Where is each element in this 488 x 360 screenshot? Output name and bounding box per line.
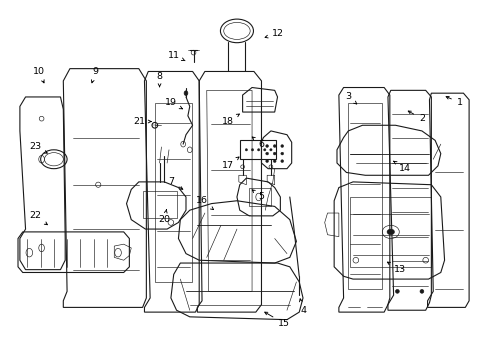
- Text: 17: 17: [221, 157, 239, 170]
- Ellipse shape: [257, 149, 259, 151]
- Text: 1: 1: [445, 96, 462, 107]
- Ellipse shape: [386, 229, 394, 235]
- Text: 16: 16: [196, 196, 213, 210]
- Text: 5: 5: [252, 190, 264, 202]
- Text: 22: 22: [29, 211, 47, 225]
- Ellipse shape: [263, 149, 265, 151]
- Ellipse shape: [269, 149, 271, 151]
- Text: 4: 4: [299, 299, 305, 315]
- Text: 9: 9: [91, 67, 98, 83]
- Ellipse shape: [280, 145, 283, 148]
- Text: 14: 14: [393, 161, 410, 173]
- Ellipse shape: [265, 160, 268, 163]
- Text: 23: 23: [29, 143, 47, 153]
- Ellipse shape: [273, 160, 276, 163]
- Ellipse shape: [273, 145, 276, 148]
- Text: 12: 12: [264, 29, 283, 38]
- Text: 21: 21: [133, 117, 151, 126]
- Ellipse shape: [265, 152, 268, 155]
- Text: 18: 18: [221, 114, 239, 126]
- Ellipse shape: [273, 152, 276, 155]
- Text: 20: 20: [158, 210, 170, 224]
- Ellipse shape: [419, 289, 423, 293]
- Ellipse shape: [183, 91, 187, 95]
- Text: 15: 15: [264, 312, 289, 328]
- Bar: [239, 140, 275, 159]
- Text: 13: 13: [386, 262, 406, 274]
- Ellipse shape: [265, 145, 268, 148]
- Text: 2: 2: [407, 111, 424, 123]
- Text: 11: 11: [167, 51, 184, 61]
- Text: 8: 8: [156, 72, 162, 87]
- Ellipse shape: [251, 149, 253, 151]
- Text: 10: 10: [33, 67, 45, 83]
- Text: 6: 6: [252, 137, 264, 149]
- Ellipse shape: [395, 289, 399, 293]
- Ellipse shape: [244, 149, 247, 151]
- Text: 3: 3: [345, 93, 356, 104]
- Ellipse shape: [280, 160, 283, 163]
- Ellipse shape: [280, 152, 283, 155]
- Text: 19: 19: [164, 98, 182, 109]
- Text: 7: 7: [167, 177, 183, 189]
